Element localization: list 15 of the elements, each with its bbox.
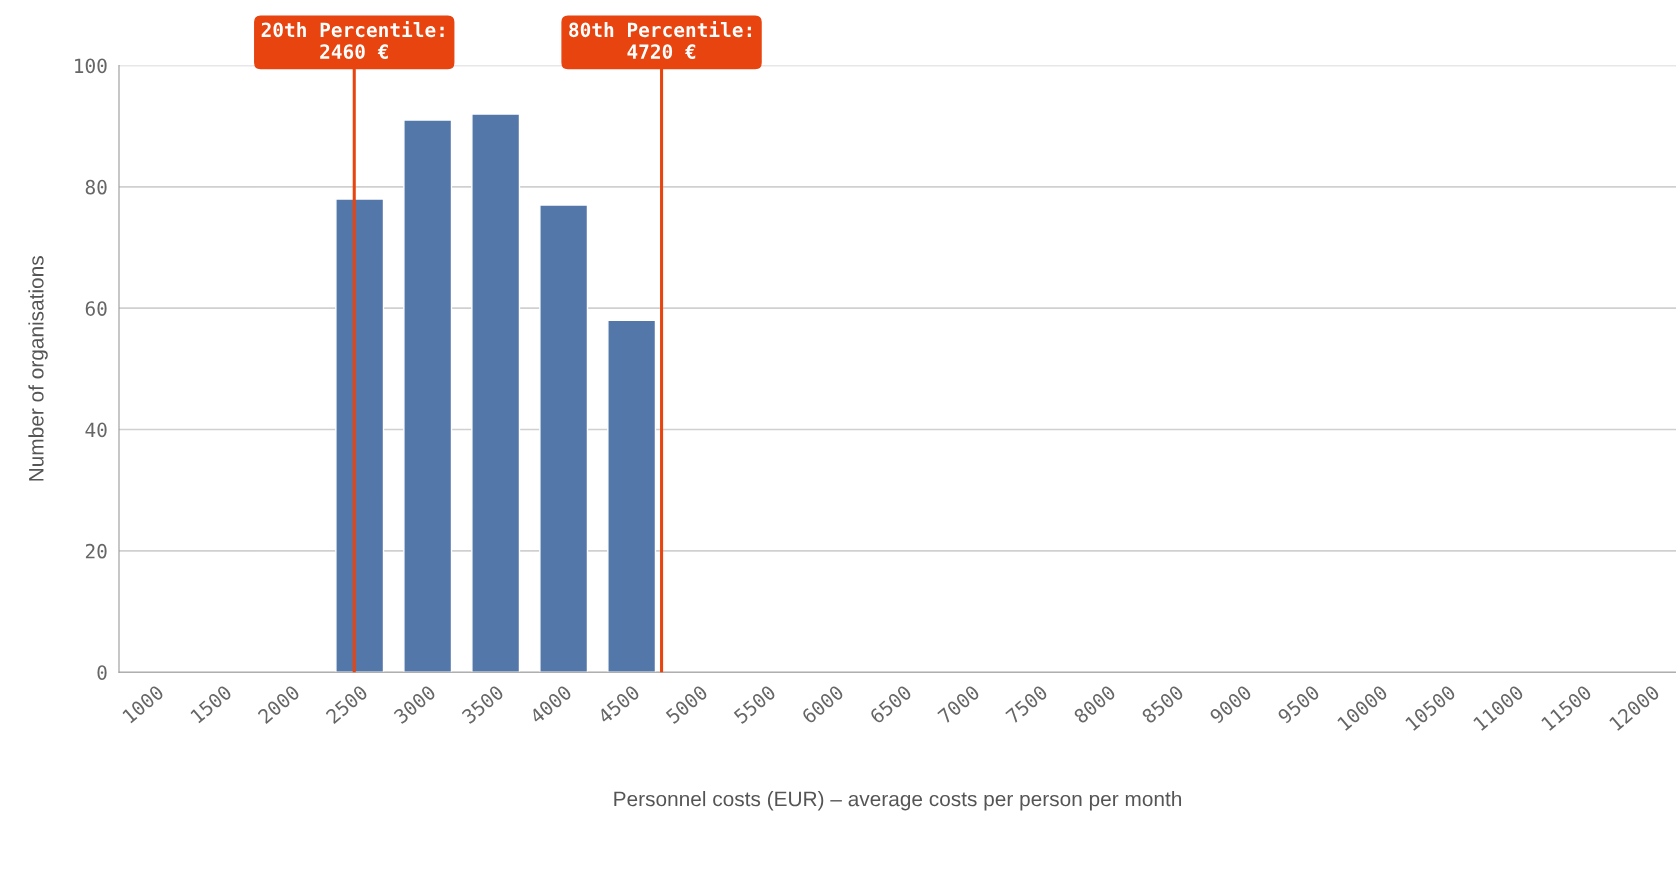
y-tick-label: 60 — [85, 301, 107, 316]
bar — [471, 113, 521, 673]
ref-line-label: 20th Percentile: 2460 € — [261, 21, 444, 59]
y-tick-label: 40 — [85, 422, 107, 438]
bar — [335, 198, 385, 673]
bar — [607, 319, 657, 673]
y-tick-label: 80 — [85, 179, 107, 195]
bar — [539, 204, 589, 673]
y-tick-label: 0 — [97, 665, 107, 680]
ref-line-label: 80th Percentile: 4720 € — [569, 21, 751, 59]
bar — [403, 119, 453, 673]
x-axis-title: Personnel costs (EUR) – average costs per person per month — [614, 790, 1182, 811]
y-tick-label: 20 — [85, 543, 107, 559]
y-axis-title: Number of organisations — [28, 256, 48, 481]
y-tick-label: 100 — [75, 58, 107, 74]
